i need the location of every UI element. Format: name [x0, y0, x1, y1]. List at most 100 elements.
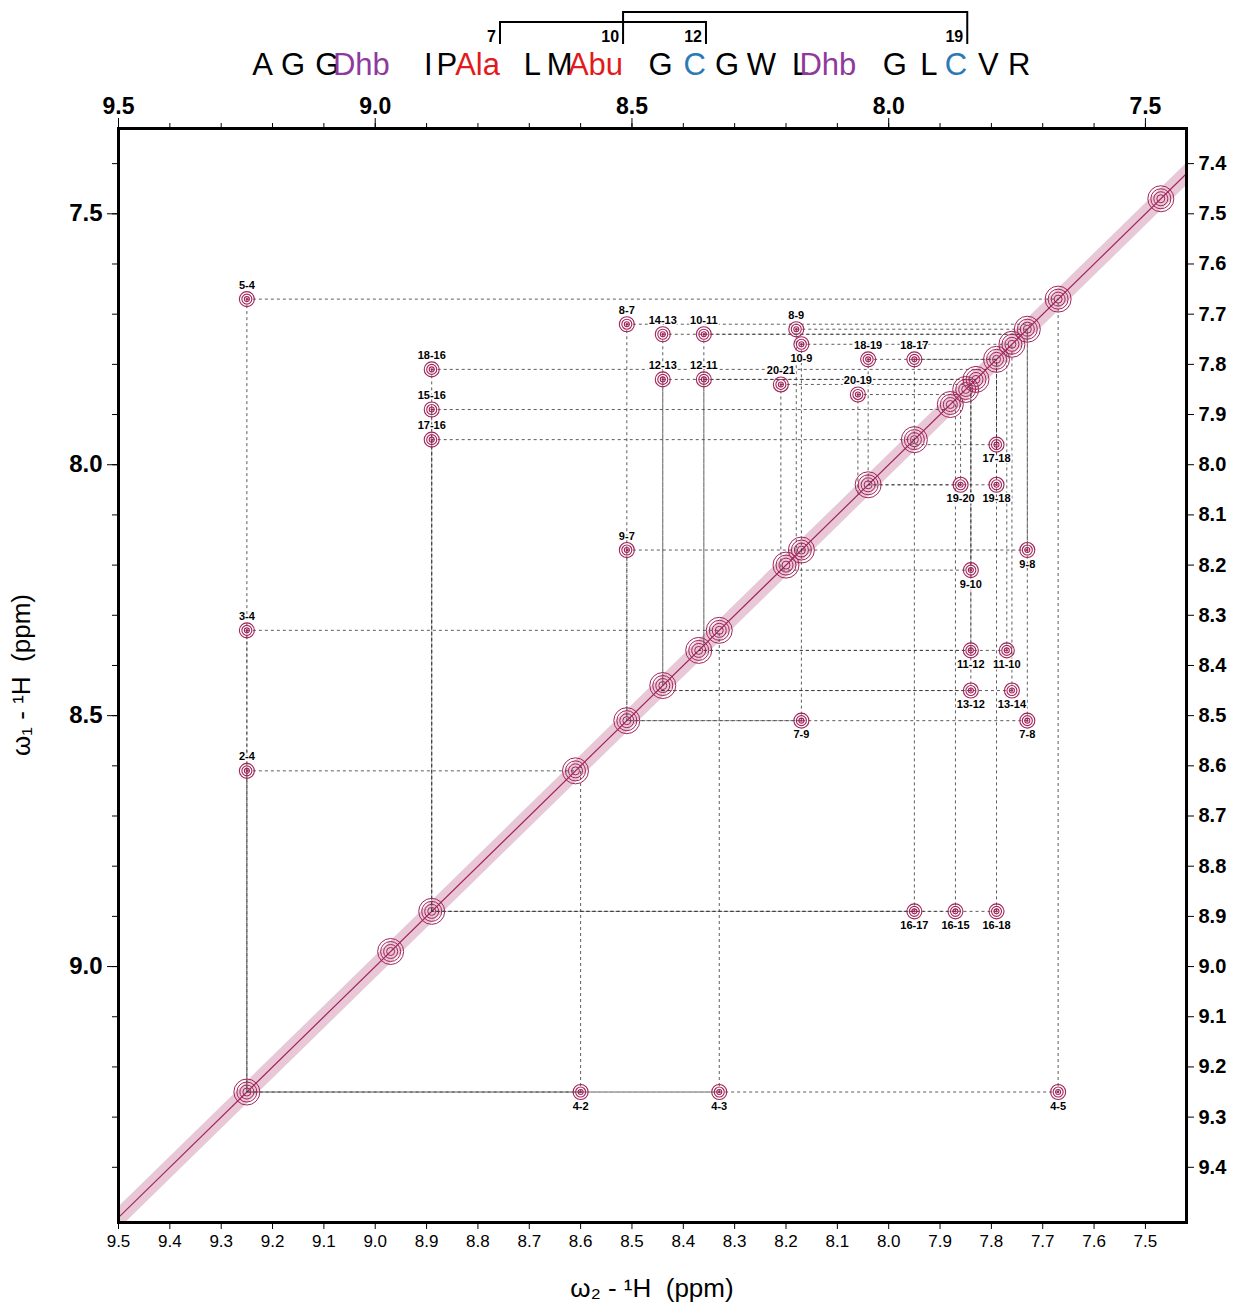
svg-text:8.1: 8.1 [826, 1232, 850, 1251]
svg-text:8.5: 8.5 [620, 1232, 644, 1251]
svg-text:C: C [684, 47, 706, 82]
svg-text:7: 7 [487, 28, 496, 45]
svg-text:18-19: 18-19 [854, 339, 882, 351]
svg-text:18-16: 18-16 [418, 349, 446, 361]
svg-text:8.9: 8.9 [1199, 905, 1227, 927]
svg-text:9.0: 9.0 [69, 952, 102, 979]
svg-text:8.4: 8.4 [671, 1232, 695, 1251]
svg-text:7.5: 7.5 [69, 199, 102, 226]
svg-text:8.5: 8.5 [616, 93, 648, 119]
svg-text:9.5: 9.5 [103, 93, 135, 119]
svg-text:11-10: 11-10 [993, 658, 1021, 670]
svg-text:8.2: 8.2 [774, 1232, 798, 1251]
svg-text:7.5: 7.5 [1129, 93, 1161, 119]
svg-text:8.6: 8.6 [569, 1232, 593, 1251]
svg-text:9.0: 9.0 [359, 93, 391, 119]
svg-text:13-12: 13-12 [957, 698, 985, 710]
svg-text:16-18: 16-18 [982, 919, 1010, 931]
svg-text:7.6: 7.6 [1082, 1232, 1106, 1251]
svg-text:9.0: 9.0 [1199, 955, 1227, 977]
svg-text:9.3: 9.3 [1199, 1106, 1227, 1128]
svg-text:14-13: 14-13 [649, 314, 677, 326]
svg-text:G: G [883, 47, 907, 82]
svg-text:12-11: 12-11 [690, 359, 718, 371]
svg-text:8.7: 8.7 [517, 1232, 541, 1251]
svg-text:8.5: 8.5 [1199, 704, 1227, 726]
svg-text:7.9: 7.9 [928, 1232, 952, 1251]
svg-text:P: P [437, 47, 458, 82]
svg-text:5-4: 5-4 [239, 279, 256, 291]
svg-text:L: L [524, 47, 541, 82]
svg-text:8.8: 8.8 [1199, 855, 1227, 877]
svg-text:Dhb: Dhb [333, 47, 390, 82]
svg-text:8.4: 8.4 [1199, 654, 1228, 676]
svg-text:G: G [649, 47, 673, 82]
svg-text:9.2: 9.2 [261, 1232, 285, 1251]
svg-text:7.6: 7.6 [1199, 252, 1227, 274]
svg-text:7-8: 7-8 [1019, 728, 1035, 740]
svg-text:G: G [715, 47, 739, 82]
svg-text:8-9: 8-9 [788, 309, 804, 321]
svg-text:R: R [1008, 47, 1030, 82]
svg-text:9-7: 9-7 [619, 530, 635, 542]
svg-text:Dhb: Dhb [799, 47, 856, 82]
svg-text:10: 10 [601, 28, 619, 45]
svg-text:8.0: 8.0 [1199, 453, 1227, 475]
svg-text:8.0: 8.0 [873, 93, 905, 119]
svg-text:7.8: 7.8 [980, 1232, 1004, 1251]
svg-text:20-19: 20-19 [844, 374, 872, 386]
svg-text:8.1: 8.1 [1199, 503, 1227, 525]
svg-text:17-18: 17-18 [982, 452, 1010, 464]
svg-text:8.3: 8.3 [1199, 604, 1227, 626]
svg-text:8.2: 8.2 [1199, 553, 1227, 575]
svg-text:G: G [281, 47, 305, 82]
svg-text:11-12: 11-12 [957, 658, 985, 670]
svg-text:8-7: 8-7 [619, 304, 635, 316]
svg-text:9.5: 9.5 [107, 1232, 131, 1251]
svg-text:L: L [920, 47, 937, 82]
svg-text:10-9: 10-9 [790, 352, 812, 364]
svg-text:8.6: 8.6 [1199, 754, 1227, 776]
svg-text:V: V [978, 47, 999, 82]
svg-text:A: A [252, 47, 273, 82]
svg-text:8.5: 8.5 [69, 701, 102, 728]
svg-text:20-21: 20-21 [767, 364, 795, 376]
svg-text:9.1: 9.1 [1199, 1005, 1227, 1027]
svg-text:ω₂ - ¹H (ppm): ω₂ - ¹H (ppm) [570, 1273, 733, 1303]
svg-text:19: 19 [945, 28, 963, 45]
svg-text:17-16: 17-16 [418, 419, 446, 431]
svg-text:4-5: 4-5 [1050, 1100, 1066, 1112]
svg-text:7.7: 7.7 [1031, 1232, 1055, 1251]
svg-text:9.3: 9.3 [209, 1232, 233, 1251]
svg-text:Ala: Ala [455, 47, 501, 82]
svg-text:9.0: 9.0 [363, 1232, 387, 1251]
svg-text:7.5: 7.5 [1134, 1232, 1158, 1251]
svg-text:9.2: 9.2 [1199, 1055, 1227, 1077]
svg-text:W: W [747, 47, 777, 82]
svg-text:8.3: 8.3 [723, 1232, 747, 1251]
svg-text:C: C [945, 47, 967, 82]
svg-text:7.5: 7.5 [1199, 202, 1227, 224]
svg-text:4-3: 4-3 [711, 1100, 727, 1112]
svg-text:7-9: 7-9 [793, 728, 809, 740]
svg-text:9-10: 9-10 [960, 578, 982, 590]
svg-text:12-13: 12-13 [649, 359, 677, 371]
svg-text:8.8: 8.8 [466, 1232, 490, 1251]
svg-text:I: I [424, 47, 433, 82]
svg-text:ω₁ - ¹H (ppm): ω₁ - ¹H (ppm) [6, 594, 36, 756]
svg-text:18-17: 18-17 [900, 339, 928, 351]
svg-text:9.1: 9.1 [312, 1232, 336, 1251]
svg-text:3-4: 3-4 [239, 610, 256, 622]
svg-text:7.4: 7.4 [1199, 152, 1228, 174]
svg-text:Abu: Abu [568, 47, 623, 82]
svg-text:9.4: 9.4 [1199, 1156, 1228, 1178]
svg-text:12: 12 [684, 28, 702, 45]
svg-text:13-14: 13-14 [998, 698, 1027, 710]
svg-text:9-8: 9-8 [1019, 558, 1035, 570]
svg-text:19-18: 19-18 [982, 492, 1010, 504]
svg-text:8.0: 8.0 [877, 1232, 901, 1251]
svg-text:16-17: 16-17 [900, 919, 928, 931]
svg-text:8.7: 8.7 [1199, 804, 1227, 826]
svg-text:15-16: 15-16 [418, 389, 446, 401]
svg-text:8.9: 8.9 [415, 1232, 439, 1251]
